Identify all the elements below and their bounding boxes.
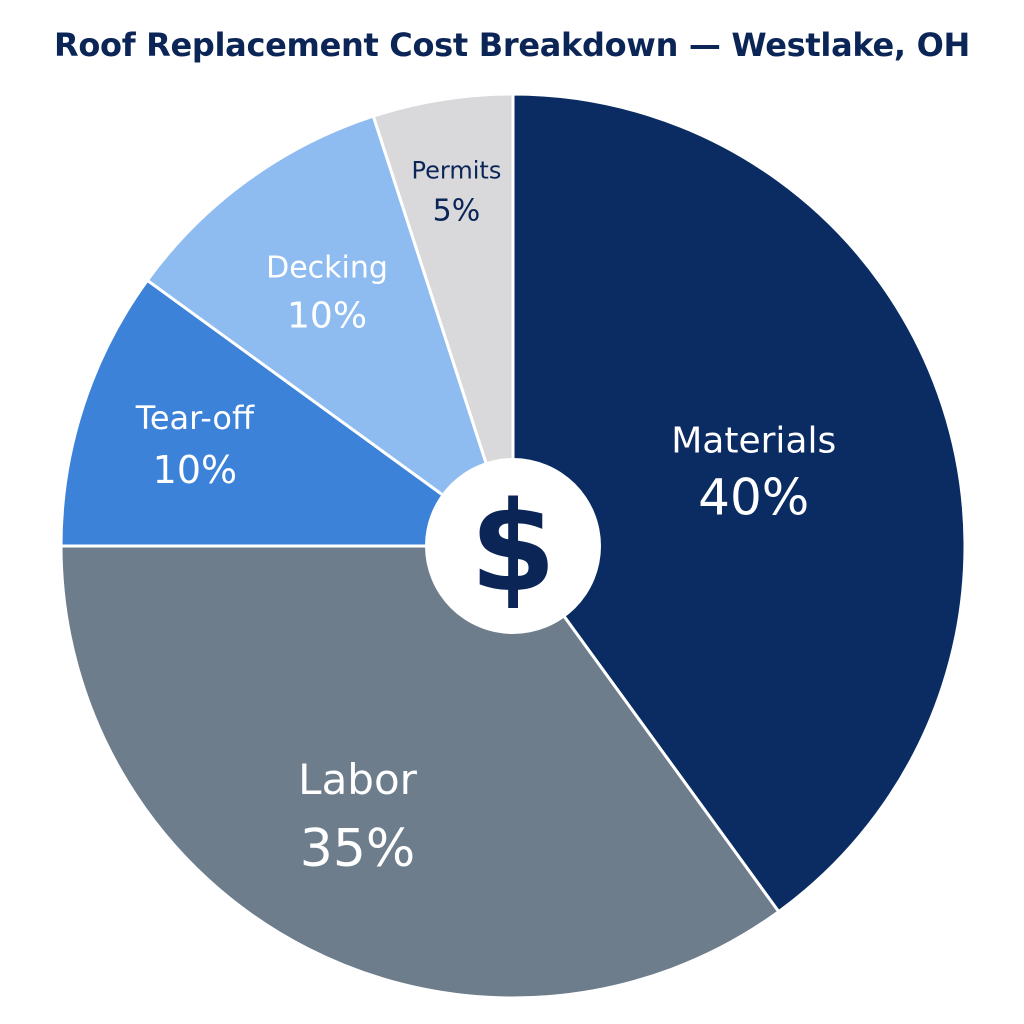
slice-value-permits: 5% — [433, 193, 481, 228]
slice-value-decking: 10% — [287, 296, 367, 337]
slice-label-tear-off: Tear-off — [135, 399, 255, 437]
slice-value-materials: 40% — [698, 468, 809, 526]
dollar-sign-icon: $ — [470, 476, 556, 620]
chart-title: Roof Replacement Cost Breakdown — Westla… — [53, 26, 970, 64]
pie-slices — [59, 92, 967, 1000]
slice-label-permits: Permits — [412, 156, 502, 184]
pie-slice-tear-off — [59, 278, 518, 548]
pie-slice-labor — [59, 544, 781, 1000]
pie-slice-materials — [511, 92, 967, 914]
pie-slice-permits — [371, 92, 515, 547]
center-disc — [425, 458, 601, 634]
pie-slice-decking — [145, 114, 516, 550]
slice-label-decking: Decking — [266, 251, 388, 286]
slice-value-labor: 35% — [300, 819, 416, 879]
slice-label-labor: Labor — [298, 755, 417, 804]
slice-value-tear-off: 10% — [153, 448, 237, 492]
pie-labels: Materials 40% Labor 35% Tear-off 10% Decking 10… — [135, 156, 836, 878]
slice-label-materials: Materials — [671, 420, 836, 461]
